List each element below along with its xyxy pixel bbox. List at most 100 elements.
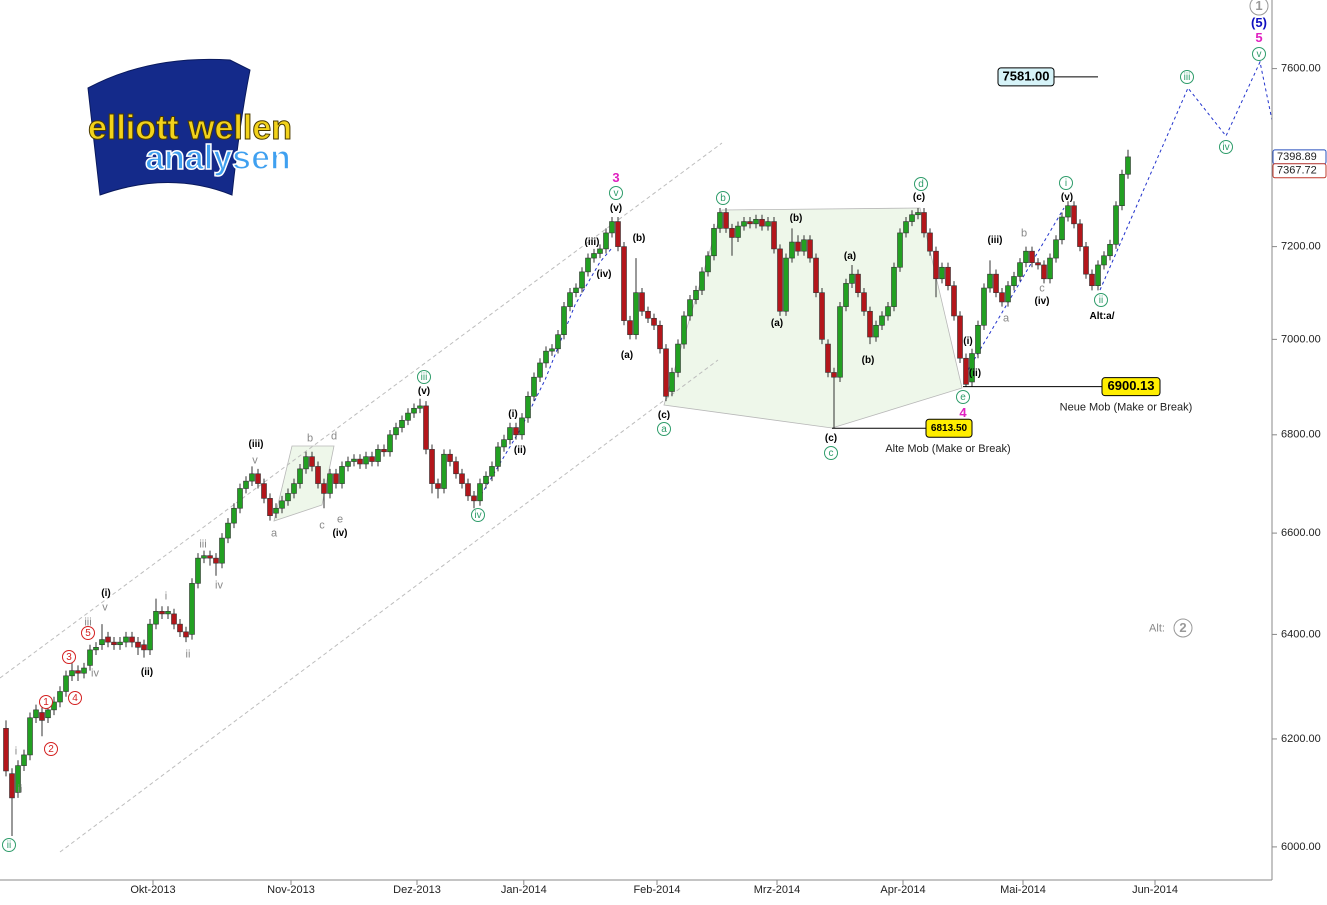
wave-label: (c) [658,410,670,421]
candle-body [375,449,381,462]
candle-body [339,466,345,484]
channel-line [0,142,723,679]
x-tick-label: Feb-2014 [633,884,680,896]
candle-body [1083,246,1089,275]
candle-body [1107,244,1113,257]
candle-body [459,473,465,484]
wave-label: 4 [72,693,78,704]
projection-line [967,207,1065,371]
candle-body [549,348,555,352]
price-marker-label: 7367.72 [1277,165,1317,177]
y-tick-label: 6200.00 [1281,733,1321,745]
candle-body [1023,250,1029,263]
candle-body [471,495,477,502]
wave-label: (a) [771,318,783,329]
level-label: 7581.00 [1003,68,1050,83]
wave-label: c [1039,282,1045,294]
wave-circle [1219,140,1233,154]
wave-label: (v) [418,386,430,397]
wave-circle [417,370,431,384]
candle-body [531,376,537,397]
wave-label: b [307,432,313,444]
candle-body [699,271,705,291]
wave-circle [1094,293,1108,307]
wave-label: (i) [508,409,517,420]
candle-body [21,754,27,766]
candle-body [519,417,525,436]
candle-body [891,266,897,307]
wave-label: 2 [1179,620,1186,635]
wave-label: (v) [610,203,622,214]
candle-body [15,765,21,793]
candle-body [567,292,573,307]
wave-label: iii [1184,72,1191,83]
wave-label: (iii) [249,439,264,450]
candle-body [903,221,909,234]
candle-body [147,623,153,651]
wave-label: iv [474,510,481,521]
candle-body [39,712,45,721]
wave-label: i [15,745,17,757]
candle-body [129,636,135,643]
candle-body [933,250,939,280]
wave-circle [471,508,485,522]
y-tick-label: 7200.00 [1281,241,1321,253]
candle-body [1035,262,1041,266]
wave-label: b [720,193,726,204]
wave-circle [609,186,623,200]
wave-label: 2 [48,744,54,755]
wave-label: ii [186,648,191,660]
candle-body [405,412,411,421]
wave-label: (c) [913,192,925,203]
wave-label: 1 [43,697,49,708]
candle-body [435,483,441,489]
wave-label: (ii) [141,667,153,678]
candle-body [813,257,819,293]
projection-line [1099,60,1273,291]
candle-body [249,473,255,482]
candle-body [1119,173,1125,207]
wave-label: (iv) [333,528,348,539]
wave-label: 1 [1255,0,1262,13]
x-tick-label: Mrz-2014 [754,884,800,896]
wave-circle [824,446,838,460]
wave-circle [1249,0,1269,16]
candle-body [1125,156,1131,175]
y-tick-label: 7600.00 [1281,63,1321,75]
candle-body [723,212,729,229]
candle-body [453,461,459,475]
wave-label: v [1257,49,1262,60]
candle-body [789,241,795,259]
logo-flag [87,58,251,196]
candle-body [1101,255,1107,266]
wave-label: c [829,448,834,459]
triangle-area [273,445,335,522]
candle-body [555,334,561,350]
candle-body [189,583,195,635]
candle-body [393,427,399,436]
candle-body [1065,205,1071,218]
candle-body [603,232,609,250]
wave-label: ii [7,840,11,851]
wave-circle [1059,176,1073,190]
candle-body [261,483,267,499]
candle-body [537,362,543,378]
candle-body [159,611,165,615]
candle-body [63,675,69,692]
candle-body [1077,223,1083,247]
wave-circle [956,390,970,404]
level-box [997,67,1055,87]
candle-body [387,434,393,453]
y-tick-label: 6000.00 [1281,841,1321,853]
candle-body [615,221,621,247]
wave-label: (a) [621,350,633,361]
candle-body [543,350,549,364]
wave-circle [914,177,928,191]
candle-body [663,348,669,397]
candle-body [345,461,351,467]
candle-body [3,728,9,772]
candle-body [885,306,891,317]
wave-label: i [1065,178,1067,189]
candle-body [597,248,603,254]
wave-label: (iii) [585,237,600,248]
